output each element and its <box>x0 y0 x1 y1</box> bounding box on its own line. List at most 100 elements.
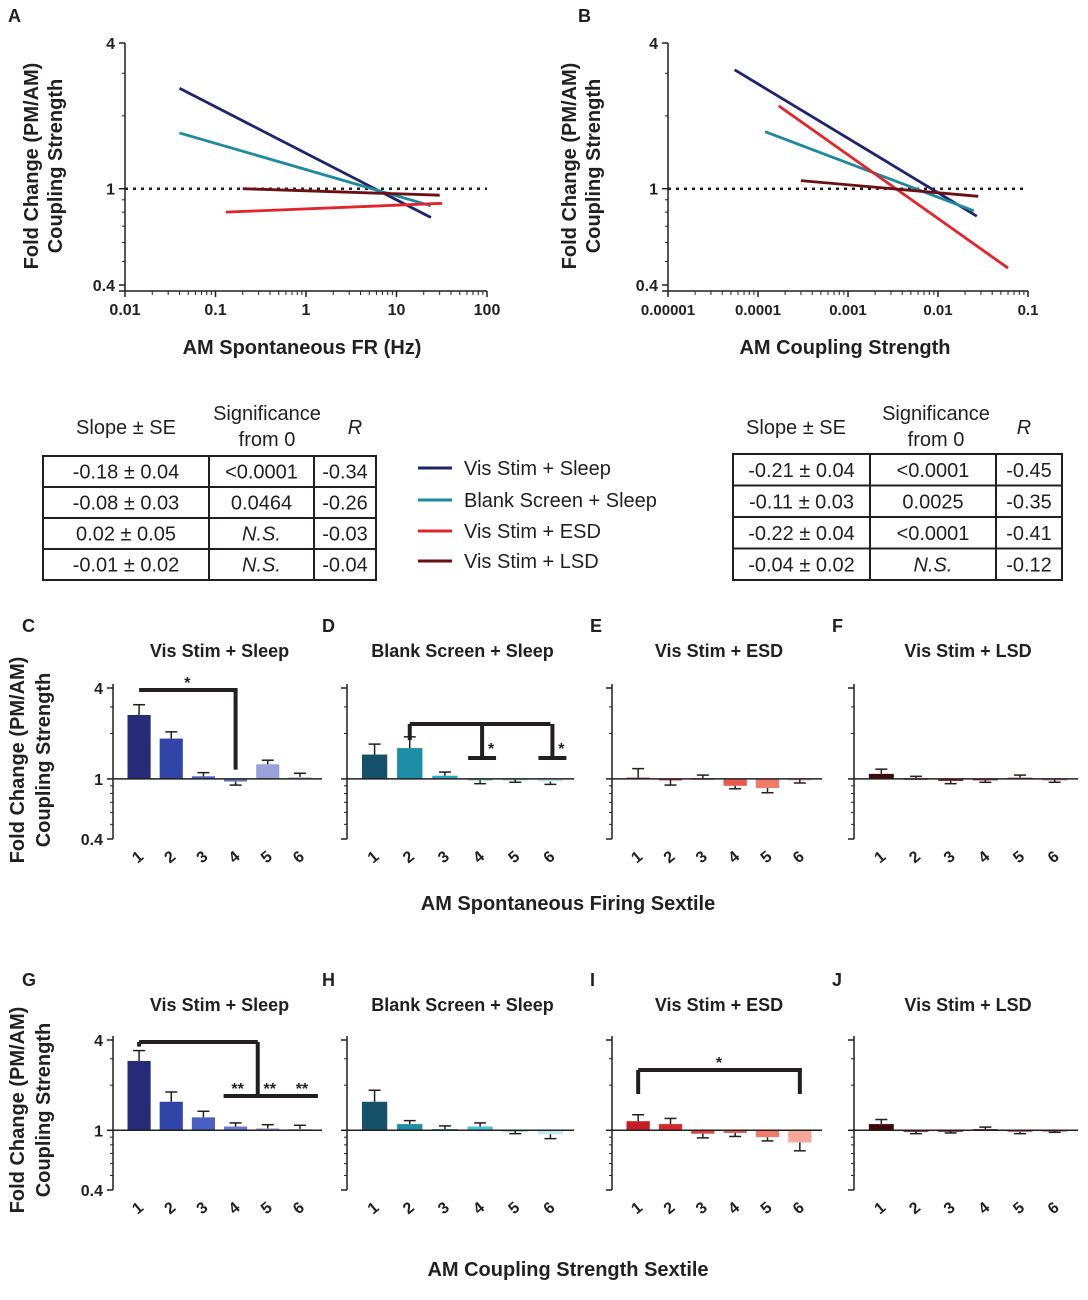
legend-label-vis-sleep: Vis Stim + Sleep <box>464 458 611 480</box>
series-line-b-3 <box>777 104 1009 270</box>
x-tick-label-a: 100 <box>474 302 501 319</box>
panel-letter-d: D <box>322 616 335 636</box>
chart-title-i: Vis Stim + ESD <box>655 995 783 1015</box>
bar-e-4 <box>723 778 747 786</box>
legend-label-blank-sleep: Blank Screen + Sleep <box>464 490 657 512</box>
table-b-cell: <0.0001 <box>897 460 970 482</box>
bar-g-1 <box>127 1060 151 1131</box>
x-tick-label-i: 2 <box>661 1199 679 1218</box>
panel-letter-e: E <box>590 616 602 636</box>
x-tick-label-d: 5 <box>505 848 523 867</box>
table-b-cell: N.S. <box>914 554 953 576</box>
x-tick-label-g: 5 <box>258 1199 276 1218</box>
bar-j-1 <box>868 1124 894 1131</box>
series-line-a-3 <box>225 201 443 214</box>
x-tick-label-c: 6 <box>290 848 308 867</box>
bar-h-6 <box>537 1130 564 1135</box>
x-tick-label-i: 5 <box>758 1199 776 1218</box>
y-axis-label-g: Fold Change (PM/AM) Coupling Strength <box>7 1007 55 1214</box>
y-tick-label-b: 0.4 <box>636 278 658 295</box>
y-tick-label-a: 1 <box>106 182 115 199</box>
bar-e-5 <box>755 778 780 789</box>
x-tick-label-b: 0.001 <box>829 302 867 319</box>
y-axis-label-b-line2: Coupling Strength <box>583 79 605 253</box>
x-tick-label-c: 5 <box>258 848 276 867</box>
y-axis-label-a-line1: Fold Change (PM/AM) <box>21 63 43 270</box>
y-axis-label-b: Fold Change (PM/AM) Coupling Strength <box>559 63 605 270</box>
y-tick-label-a: 0.4 <box>93 278 115 295</box>
x-tick-label-i: 1 <box>628 1199 646 1218</box>
x-tick-label-b: 0.1 <box>1018 302 1039 319</box>
bar-d-6 <box>537 778 564 782</box>
x-tick-label-d: 3 <box>435 848 453 867</box>
table-a-cell: -0.18 ± 0.04 <box>73 462 180 484</box>
x-tick-label-j: 6 <box>1045 1199 1063 1218</box>
x-tick-label-a: 0.1 <box>204 302 226 319</box>
table-a-cell: 0.0464 <box>231 493 292 515</box>
panel-letter-b: B <box>578 6 591 26</box>
row-title-firing-sextile: AM Spontaneous Firing Sextile <box>421 893 715 915</box>
bar-g-3 <box>191 1117 215 1131</box>
x-tick-label-f: 3 <box>941 848 959 867</box>
table-b-cell: -0.21 ± 0.04 <box>748 460 855 482</box>
bar-chart-f: Vis Stim + LSD 1 2 3 4 5 6 <box>848 641 1078 867</box>
sig-label-c: * <box>184 675 191 692</box>
table-b: Slope ± SE Significance from 0 R -0.21 ±… <box>732 403 1063 581</box>
x-tick-label-f: 5 <box>1010 848 1028 867</box>
bar-i-5 <box>755 1130 780 1138</box>
x-tick-label-j: 2 <box>906 1199 924 1218</box>
sig-label-g: ** <box>296 1081 309 1098</box>
y-tick-label-c: 1 <box>94 772 103 789</box>
x-tick-label-b: 0.01 <box>923 302 952 319</box>
y-axis-label-c: Fold Change (PM/AM) Coupling Strength <box>7 657 55 864</box>
x-tick-label-e: 4 <box>725 848 743 867</box>
panel-letter-f: F <box>832 616 843 636</box>
x-tick-label-d: 2 <box>400 848 418 867</box>
x-tick-label-e: 3 <box>693 848 711 867</box>
table-b-cell: -0.41 <box>1006 523 1052 545</box>
x-tick-label-c: 3 <box>194 848 212 867</box>
bar-d-3 <box>432 775 458 779</box>
x-tick-label-g: 6 <box>290 1199 308 1218</box>
table-a-cell: -0.08 ± 0.03 <box>73 493 180 515</box>
table-b-grid: -0.21 ± 0.04 <0.0001 -0.45 -0.11 ± 0.03 0.00… <box>732 453 1063 581</box>
bar-chart-j: Vis Stim + LSD 1 2 3 4 5 6 <box>848 995 1078 1218</box>
table-b-cell: -0.11 ± 0.03 <box>749 491 854 513</box>
sig-label-i: * <box>716 1055 723 1072</box>
x-tick-label-d: 1 <box>365 848 383 867</box>
y-tick-label-b: 4 <box>649 36 658 53</box>
table-a-grid: -0.18 ± 0.04 <0.0001 -0.34 -0.08 ± 0.03 0.04… <box>42 455 377 581</box>
bar-h-4 <box>467 1126 493 1131</box>
table-a-header-sig1: Significance <box>213 403 321 425</box>
bar-c-2 <box>159 738 183 779</box>
bar-c-4 <box>224 778 248 782</box>
x-tick-label-h: 1 <box>365 1199 383 1218</box>
bar-i-2 <box>658 1124 683 1131</box>
x-tick-label-f: 1 <box>872 848 890 867</box>
x-tick-label-h: 6 <box>541 1199 559 1218</box>
table-a-cell: -0.03 <box>322 524 368 546</box>
x-tick-label-h: 4 <box>470 1199 488 1218</box>
table-b-header-sig1: Significance <box>882 403 990 425</box>
chart-title-f: Vis Stim + LSD <box>904 641 1031 661</box>
bar-d-2 <box>397 748 423 779</box>
x-tick-label-j: 1 <box>872 1199 890 1218</box>
table-a-header-sig2: from 0 <box>239 429 296 451</box>
chart-title-e: Vis Stim + ESD <box>655 641 783 661</box>
chart-title-h: Blank Screen + Sleep <box>371 995 554 1015</box>
table-b-header-sig2: from 0 <box>908 429 965 451</box>
table-a-header-r: R <box>348 417 362 439</box>
panel-letter-j: J <box>832 970 842 990</box>
bar-c-6 <box>288 776 312 779</box>
legend: Vis Stim + Sleep Blank Screen + Sleep Vi… <box>418 458 657 573</box>
x-tick-label-f: 6 <box>1045 848 1063 867</box>
x-tick-label-b: 0.00001 <box>641 302 695 319</box>
x-tick-label-a: 1 <box>302 302 311 319</box>
line-chart-b: 0.4 1 4 0.00001 0.0001 0.001 0.01 0.1 AM Couplin… <box>636 36 1039 359</box>
table-a-cell: -0.04 <box>322 555 368 577</box>
y-axis-label-c-line1: Fold Change (PM/AM) <box>7 657 29 864</box>
x-tick-label-e: 6 <box>790 848 808 867</box>
